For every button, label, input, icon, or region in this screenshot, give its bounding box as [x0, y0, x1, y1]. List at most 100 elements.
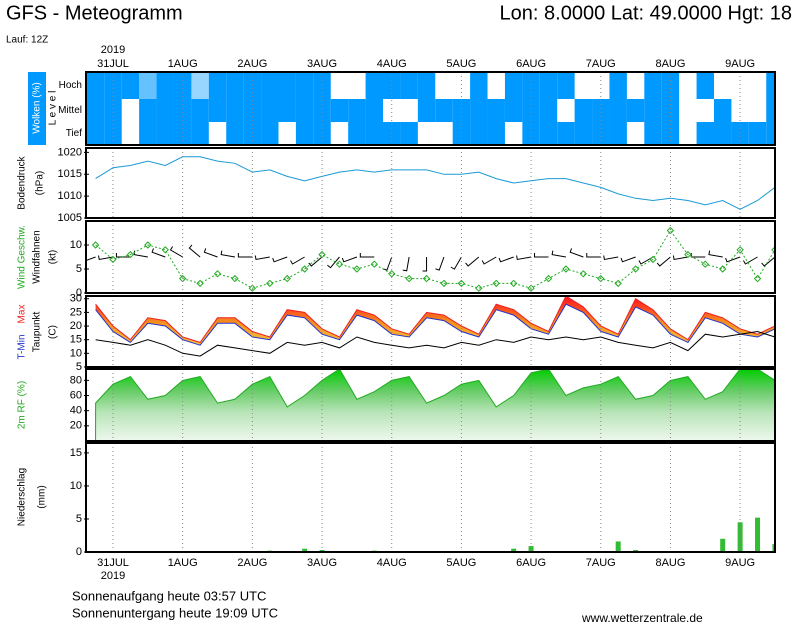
year-bottom: 2019	[101, 570, 125, 582]
cloud-cell	[731, 122, 749, 145]
cloud-cell	[661, 122, 680, 145]
cloud-cell	[418, 122, 435, 145]
marker	[562, 265, 570, 273]
cloud-cell	[156, 99, 174, 122]
label-bg	[28, 72, 46, 145]
cloud-cell	[383, 72, 401, 99]
bar	[737, 522, 743, 552]
wind-barb	[98, 255, 114, 261]
level-label: Hoch	[59, 80, 82, 91]
marker	[440, 279, 448, 288]
y-tick-label: 1015	[58, 168, 82, 180]
cloud-cell	[627, 72, 644, 99]
marker	[388, 270, 396, 278]
bar	[720, 538, 726, 552]
cloud-cell	[261, 122, 279, 145]
line	[95, 296, 775, 343]
wind-barb	[115, 253, 131, 258]
cloud-cell	[696, 122, 714, 145]
y-tick-label: 20	[70, 420, 82, 432]
cloud-cell	[331, 122, 348, 145]
marker	[649, 255, 657, 264]
cloud-cell	[348, 99, 366, 122]
y-tick-label: 1010	[58, 190, 82, 202]
wind-barb	[603, 255, 619, 261]
wind-barb	[465, 256, 480, 267]
cloud-cell	[714, 72, 731, 99]
wind-barb	[359, 253, 375, 258]
cloud-cell	[365, 72, 384, 99]
cloud-cell	[609, 122, 627, 145]
marker	[684, 250, 692, 259]
level-label: Mittel	[58, 105, 82, 116]
wind-barb	[742, 256, 758, 265]
date-label: 5AUG	[446, 557, 476, 569]
cloud-cell	[522, 99, 540, 122]
panel-frame	[85, 368, 776, 442]
cloud-cell	[261, 72, 279, 99]
axis-label: (hPa)	[35, 171, 46, 195]
cloud-cell	[122, 99, 139, 122]
cloud-cell	[748, 122, 767, 145]
cloud-cell	[766, 72, 775, 99]
cloud-cell	[365, 99, 384, 122]
cloud-cell	[574, 122, 593, 145]
cloud-cell	[487, 99, 505, 122]
y-tick-label: 10	[70, 480, 82, 492]
cloud-cell	[173, 122, 192, 145]
marker	[405, 274, 413, 283]
marker	[266, 279, 274, 288]
date-label: 7AUG	[586, 557, 616, 569]
cloud-cell	[86, 122, 105, 145]
bar	[615, 541, 621, 552]
cloud-cell	[156, 122, 174, 145]
wind-barb	[151, 248, 166, 258]
cloud-cell	[278, 72, 296, 99]
cloud-cell	[139, 122, 157, 145]
y-tick-label: 5	[76, 513, 82, 525]
marker	[771, 246, 775, 254]
wind-barb	[341, 256, 358, 263]
axis-label: (mm)	[37, 485, 48, 508]
wind-barb	[272, 256, 288, 263]
wind-barb	[450, 256, 462, 270]
date-label: 3AUG	[307, 557, 337, 569]
y-tick-label: 60	[70, 389, 82, 401]
cloud-cell	[139, 99, 157, 122]
bar	[772, 544, 775, 552]
panel-frame	[85, 442, 776, 553]
axis-label: Max	[17, 305, 28, 324]
panel	[95, 296, 775, 357]
cloud-cell	[400, 72, 418, 99]
bar	[755, 517, 761, 552]
wind-barb	[672, 255, 688, 261]
date-label: 8AUG	[655, 557, 685, 569]
cloud-cell	[626, 99, 645, 122]
cloud-cell	[488, 72, 505, 99]
cloud-cell	[696, 72, 714, 99]
marker	[597, 274, 605, 283]
marker	[196, 279, 204, 288]
marker	[544, 274, 553, 283]
cloud-cell	[557, 122, 575, 145]
cloud-cell	[243, 122, 262, 145]
cloud-cell	[121, 72, 140, 99]
y-tick-label: 80	[70, 374, 82, 386]
panel-bg	[86, 148, 775, 218]
y-tick-label: 5	[76, 361, 82, 373]
cloud-cell	[330, 99, 349, 122]
y-tick-label: 0	[76, 287, 82, 299]
area	[95, 369, 775, 441]
panel-frame	[85, 147, 776, 219]
cloud-cell	[400, 122, 418, 145]
cloud-cell	[731, 99, 748, 122]
line	[95, 303, 775, 346]
title: GFS - Meteogramm	[6, 2, 183, 24]
cloud-cell	[644, 122, 662, 145]
cloud-cell	[522, 122, 540, 145]
wind-barb	[203, 248, 218, 258]
marker	[509, 279, 518, 288]
panel	[95, 369, 775, 441]
date-label: 3AUG	[307, 58, 337, 70]
marker	[144, 241, 152, 249]
